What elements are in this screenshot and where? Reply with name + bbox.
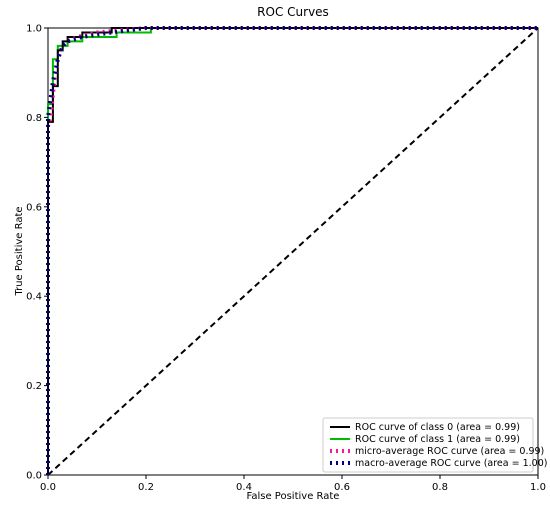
- curves-layer: [46, 26, 539, 476]
- x-tick-label: 0.0: [40, 482, 56, 493]
- y-ticks: 0.0 0.2 0.4 0.6 0.8 1.0: [26, 24, 48, 482]
- x-tick-label: 0.4: [236, 482, 252, 493]
- x-ticks: 0.0 0.2 0.4 0.6 0.8 1.0: [40, 475, 546, 493]
- chance-diagonal: [47, 27, 539, 476]
- legend-label-micro: micro-average ROC curve (area = 0.99): [355, 446, 544, 457]
- y-axis-label: True Positive Rate: [14, 206, 25, 296]
- y-tick-label: 1.0: [26, 24, 42, 35]
- y-tick-label: 0.4: [26, 292, 42, 303]
- y-tick-label: 0.8: [26, 113, 42, 124]
- x-tick-label: 0.2: [138, 482, 154, 493]
- y-tick-label: 0.0: [26, 471, 42, 482]
- x-axis-label: False Positive Rate: [247, 491, 340, 502]
- x-tick-label: 0.8: [432, 482, 448, 493]
- x-tick-label: 1.0: [530, 482, 546, 493]
- chart-title: ROC Curves: [257, 5, 329, 19]
- x-tick-label: 0.6: [334, 482, 350, 493]
- legend-label-class1: ROC curve of class 1 (area = 0.99): [355, 434, 520, 445]
- legend: ROC curve of class 0 (area = 0.99) ROC c…: [322, 417, 547, 473]
- legend-box: [322, 417, 534, 473]
- y-tick-label: 0.6: [26, 202, 42, 213]
- legend-label-class0: ROC curve of class 0 (area = 0.99): [355, 422, 520, 433]
- curve-class0: [47, 27, 538, 475]
- legend-label-macro: macro-average ROC curve (area = 1.00): [355, 458, 547, 469]
- y-tick-label: 0.2: [26, 381, 42, 392]
